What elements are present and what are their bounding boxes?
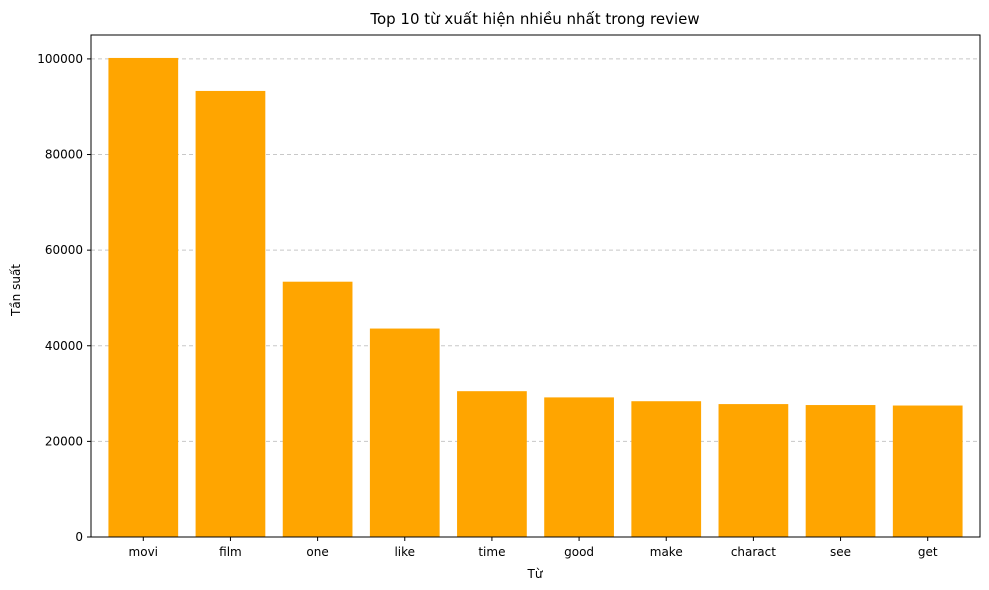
x-tick-label: get [918, 545, 938, 559]
y-tick-label: 80000 [45, 148, 83, 162]
bar-time [457, 391, 527, 537]
bar-like [369, 328, 440, 537]
bar-movi [108, 57, 179, 537]
x-tick-label: make [650, 545, 683, 559]
bar-see [805, 405, 876, 537]
bar-make [631, 401, 702, 537]
y-tick-label: 40000 [45, 339, 83, 353]
y-tick-label: 100000 [37, 52, 83, 66]
y-axis-label: Tần suất [9, 264, 23, 317]
bar-film [195, 90, 266, 538]
bar-one [282, 281, 353, 537]
x-tick-label: film [219, 545, 242, 559]
x-tick-label: movi [129, 545, 158, 559]
x-tick-label: one [306, 545, 328, 559]
x-tick-label: see [830, 545, 851, 559]
plot-frame [90, 34, 981, 538]
bar-charact [718, 404, 789, 537]
x-axis-label: Từ [527, 567, 544, 581]
chart-title: Top 10 từ xuất hiện nhiều nhất trong rev… [369, 10, 699, 28]
x-tick-label: good [564, 545, 594, 559]
y-tick-label: 60000 [45, 243, 83, 257]
y-axis-ticks: 0 20000 40000 60000 80000 100000 [37, 52, 91, 544]
bar-get [892, 405, 963, 537]
x-axis-ticks: movi film one like time good make charact see get [129, 537, 938, 559]
x-tick-label: like [394, 545, 415, 559]
x-tick-label: time [478, 545, 505, 559]
bar-good [544, 397, 614, 537]
y-tick-label: 0 [75, 530, 83, 544]
y-tick-label: 20000 [45, 434, 83, 448]
bars [108, 57, 963, 538]
x-tick-label: charact [731, 545, 776, 559]
